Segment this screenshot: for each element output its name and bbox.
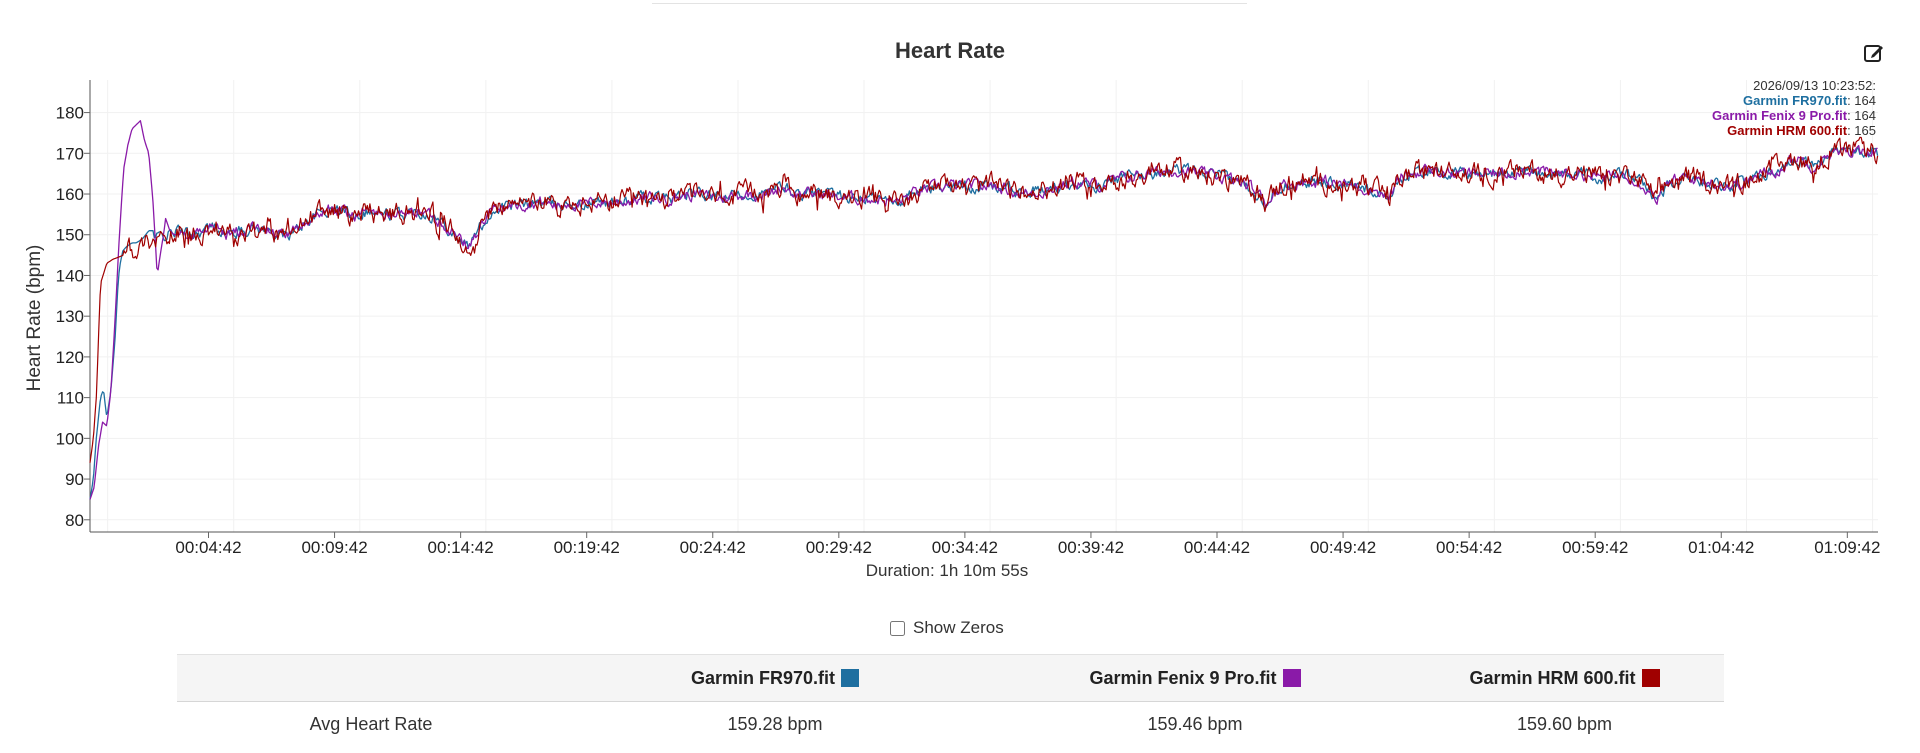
tooltip-series-value: : 164 bbox=[1847, 108, 1876, 123]
row-label: Avg Heart Rate bbox=[309, 713, 433, 734]
x-tick-label: 00:14:42 bbox=[428, 538, 494, 557]
chart-axes bbox=[89, 80, 1878, 533]
color-swatch bbox=[841, 668, 860, 687]
chart-title: Heart Rate bbox=[894, 38, 1006, 63]
y-tick-label: 150 bbox=[56, 226, 84, 245]
y-tick-label: 170 bbox=[56, 144, 84, 163]
stats-table: Garmin FR970.fit Garmin Fenix 9 Pro.fit … bbox=[177, 654, 1724, 746]
hover-tooltip: 2026/09/13 10:23:52:Garmin FR970.fit: 16… bbox=[1712, 78, 1876, 138]
x-tick-label: 00:04:42 bbox=[175, 538, 241, 557]
stats-header-blank bbox=[177, 654, 565, 702]
x-tick-label: 00:19:42 bbox=[554, 538, 620, 557]
tooltip-entry: Garmin FR970.fit: 164 bbox=[1743, 93, 1876, 108]
stats-header-row: Garmin FR970.fit Garmin Fenix 9 Pro.fit … bbox=[177, 654, 1724, 702]
edit-icon[interactable] bbox=[1863, 42, 1885, 64]
stats-header-hrm: Garmin HRM 600.fit bbox=[1405, 654, 1724, 702]
plot-area bbox=[90, 80, 1878, 532]
x-tick-label: 00:39:42 bbox=[1058, 538, 1124, 557]
chart-grid bbox=[90, 80, 1878, 532]
x-axis-title: Duration: 1h 10m 55s bbox=[866, 561, 1029, 580]
x-tick-label: 00:59:42 bbox=[1562, 538, 1628, 557]
y-tick-label: 110 bbox=[57, 389, 84, 408]
x-tick-label: 00:29:42 bbox=[806, 538, 872, 557]
tooltip-series-name: Garmin FR970.fit bbox=[1743, 93, 1848, 108]
heart-rate-chart[interactable]: 80 90 100 110 120 130 140 150 160 170 180 00:04:42… bbox=[0, 0, 1920, 600]
stats-header-fenix: Garmin Fenix 9 Pro.fit bbox=[985, 654, 1405, 702]
show-zeros-label: Show Zeros bbox=[913, 618, 1004, 637]
cell-value: 159.28 bpm bbox=[727, 713, 823, 734]
series-line bbox=[89, 136, 1879, 463]
x-tick-label: 00:09:42 bbox=[301, 538, 367, 557]
tooltip-series-name: Garmin Fenix 9 Pro.fit bbox=[1712, 108, 1848, 123]
tooltip-time: 2026/09/13 10:23:52: bbox=[1753, 78, 1876, 93]
y-tick-label: 100 bbox=[56, 429, 84, 448]
stats-header-label: Garmin Fenix 9 Pro.fit bbox=[1089, 667, 1277, 688]
table-row: Avg Heart Rate 159.28 bpm 159.46 bpm 159… bbox=[177, 702, 1724, 747]
y-tick-label: 120 bbox=[56, 348, 84, 367]
show-zeros-control[interactable]: Show Zeros bbox=[890, 618, 1004, 638]
y-tick-label: 160 bbox=[56, 185, 84, 204]
x-tick-label: 00:49:42 bbox=[1310, 538, 1376, 557]
tooltip-entry: Garmin Fenix 9 Pro.fit: 164 bbox=[1712, 108, 1876, 123]
cell-value: 159.60 bpm bbox=[1516, 713, 1613, 734]
top-divider bbox=[652, 3, 1247, 4]
x-tick-label: 00:34:42 bbox=[932, 538, 998, 557]
stats-header-label: Garmin FR970.fit bbox=[690, 667, 836, 688]
tooltip-series-name: Garmin HRM 600.fit bbox=[1727, 123, 1848, 138]
y-tick-label: 140 bbox=[56, 266, 84, 285]
x-tick-label: 00:24:42 bbox=[680, 538, 746, 557]
y-tick-label: 130 bbox=[56, 307, 84, 326]
y-axis-ticks: 80 90 100 110 120 130 140 150 160 170 180 bbox=[56, 104, 90, 530]
show-zeros-checkbox[interactable] bbox=[890, 620, 905, 636]
x-tick-label: 00:54:42 bbox=[1436, 538, 1502, 557]
stats-header-label: Garmin HRM 600.fit bbox=[1469, 667, 1636, 688]
x-tick-label: 01:09:42 bbox=[1814, 538, 1880, 557]
tooltip-entry: Garmin HRM 600.fit: 165 bbox=[1727, 123, 1876, 138]
y-tick-label: 90 bbox=[65, 470, 84, 489]
x-tick-label: 01:04:42 bbox=[1688, 538, 1754, 557]
tooltip-series-value: : 164 bbox=[1847, 93, 1876, 108]
y-tick-label: 180 bbox=[56, 104, 84, 123]
x-axis-ticks: 00:04:42 00:09:42 00:14:42 00:19:42 00:24:42… bbox=[175, 532, 1880, 557]
x-tick-label: 00:44:42 bbox=[1184, 538, 1250, 557]
stats-header-fr970: Garmin FR970.fit bbox=[565, 654, 985, 702]
chart-series bbox=[89, 120, 1879, 500]
y-axis-title: Heart Rate (bpm) bbox=[24, 245, 45, 392]
y-tick-label: 80 bbox=[65, 511, 84, 530]
cell-value: 159.46 bpm bbox=[1147, 713, 1243, 734]
color-swatch bbox=[1282, 668, 1301, 687]
color-swatch bbox=[1641, 668, 1660, 687]
tooltip-series-value: : 165 bbox=[1847, 123, 1876, 138]
